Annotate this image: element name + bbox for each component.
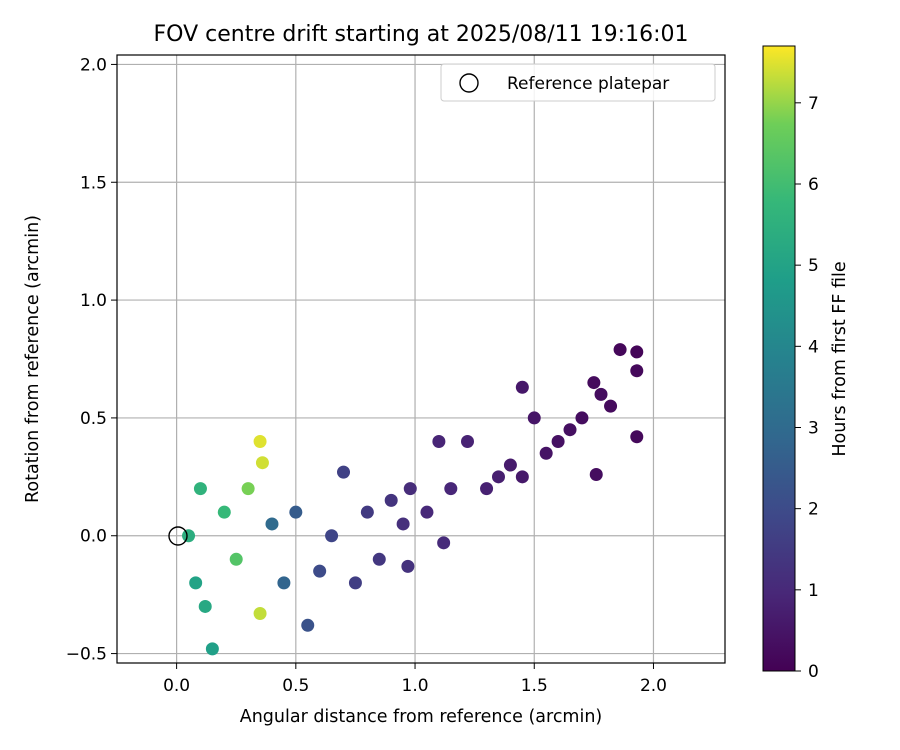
colorbar-tick-label: 4: [808, 337, 819, 357]
y-tick-label: 1.5: [80, 173, 107, 193]
data-point: [396, 517, 410, 531]
data-point: [437, 536, 451, 550]
x-axis-ticks: 0.0 0.5 1.0 1.5 2.0: [163, 663, 667, 696]
colorbar-tick-label: 3: [808, 418, 819, 438]
data-point: [401, 559, 415, 573]
data-point: [515, 470, 529, 484]
data-point: [444, 482, 458, 496]
data-point: [325, 529, 339, 543]
y-axis-label: Rotation from reference (arcmin): [23, 215, 43, 503]
x-axis-label: Angular distance from reference (arcmin): [240, 707, 603, 727]
data-point: [575, 411, 589, 425]
data-point: [384, 493, 398, 507]
plot-frame: [116, 54, 726, 664]
data-point: [253, 434, 267, 448]
x-tick-label: 1.5: [521, 676, 548, 696]
colorbar-gradient: [762, 45, 796, 672]
y-tick-label: 2.0: [80, 55, 107, 75]
colorbar-tick-label: 6: [808, 175, 819, 195]
data-point: [460, 434, 474, 448]
data-point: [604, 399, 618, 413]
data-point: [289, 505, 303, 519]
data-point: [630, 364, 644, 378]
data-point: [255, 456, 269, 470]
legend-marker-icon: [459, 73, 479, 93]
data-point: [539, 446, 553, 460]
x-tick-label: 1.0: [402, 676, 429, 696]
data-point: [217, 505, 231, 519]
colorbar-tick-label: 7: [808, 94, 819, 114]
data-point: [503, 458, 517, 472]
y-axis-ticks: −0.5 0.0 0.5 1.0 1.5 2.0: [66, 55, 117, 665]
data-point: [372, 552, 386, 566]
data-point: [301, 618, 315, 632]
data-point: [229, 552, 243, 566]
data-point: [551, 434, 565, 448]
data-point: [480, 482, 494, 496]
data-point: [277, 576, 291, 590]
data-point: [182, 529, 196, 543]
data-point: [241, 482, 255, 496]
data-point: [630, 345, 644, 359]
chart-title: FOV centre drift starting at 2025/08/11 …: [154, 22, 689, 47]
y-tick-label: 0.0: [80, 527, 107, 547]
data-point: [563, 423, 577, 437]
colorbar: 0 1 2 3 4 5 6 7 Hours from first FF file: [762, 45, 850, 682]
data-point: [491, 470, 505, 484]
data-point: [630, 430, 644, 444]
legend: Reference platepar: [440, 63, 716, 102]
data-point: [205, 642, 219, 656]
data-point: [189, 576, 203, 590]
y-tick-label: −0.5: [66, 645, 107, 665]
colorbar-ticks: 0 1 2 3 4 5 6 7: [795, 94, 819, 682]
colorbar-tick-label: 1: [808, 581, 819, 601]
data-point: [403, 482, 417, 496]
legend-box: [440, 63, 716, 102]
data-point: [587, 376, 601, 390]
colorbar-tick-label: 5: [808, 256, 819, 276]
data-point: [420, 505, 434, 519]
x-tick-label: 0.5: [282, 676, 309, 696]
data-point: [594, 387, 608, 401]
x-tick-label: 0.0: [163, 676, 190, 696]
data-point: [515, 380, 529, 394]
data-point: [360, 505, 374, 519]
data-point: [613, 343, 627, 357]
data-point: [432, 434, 446, 448]
data-point: [193, 482, 207, 496]
reference-marker: [168, 526, 188, 546]
y-tick-label: 0.5: [80, 409, 107, 429]
data-point: [527, 411, 541, 425]
data-point: [313, 564, 327, 578]
colorbar-tick-label: 0: [808, 662, 819, 682]
colorbar-label: Hours from first FF file: [830, 261, 850, 456]
grid: [117, 55, 725, 663]
legend-label: Reference platepar: [507, 74, 669, 94]
colorbar-tick-label: 2: [808, 500, 819, 520]
data-point: [589, 467, 603, 481]
data-point: [198, 599, 212, 613]
data-point: [337, 465, 351, 479]
data-point: [253, 607, 267, 621]
data-points: [182, 343, 644, 656]
x-tick-label: 2.0: [640, 676, 667, 696]
data-point: [348, 576, 362, 590]
data-point: [265, 517, 279, 531]
y-tick-label: 1.0: [80, 291, 107, 311]
